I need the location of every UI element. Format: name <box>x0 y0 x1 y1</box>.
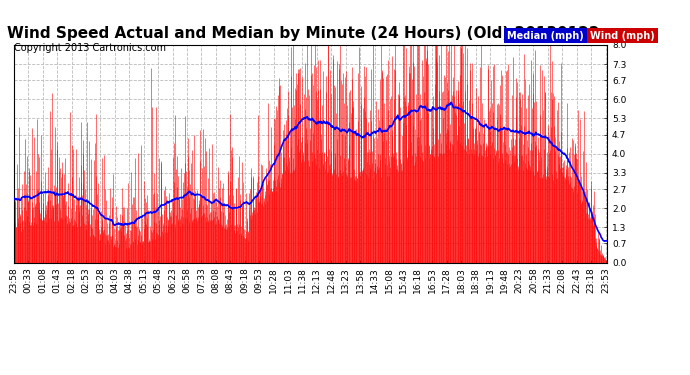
Text: Median (mph): Median (mph) <box>507 31 584 40</box>
Text: Copyright 2013 Cartronics.com: Copyright 2013 Cartronics.com <box>14 43 166 53</box>
Text: Wind (mph): Wind (mph) <box>590 31 655 40</box>
Text: Wind Speed Actual and Median by Minute (24 Hours) (Old) 20130122: Wind Speed Actual and Median by Minute (… <box>8 26 600 41</box>
